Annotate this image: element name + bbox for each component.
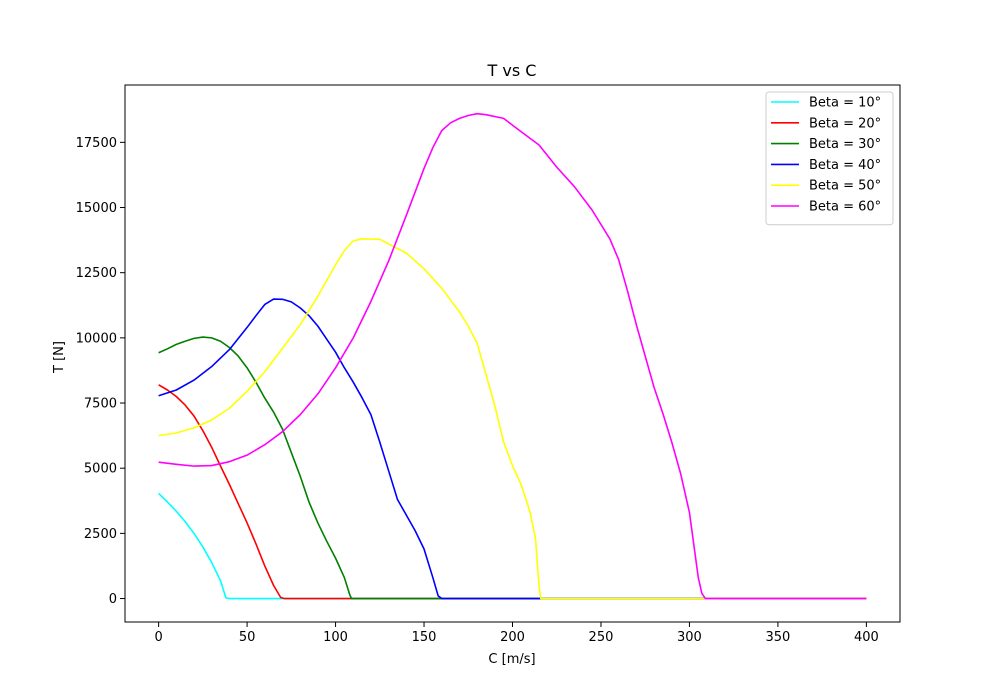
y-tick-label: 12500 (76, 266, 117, 281)
legend-entry-label: Beta = 50° (809, 179, 881, 194)
legend-entry-label: Beta = 60° (809, 200, 881, 215)
y-tick-label: 15000 (76, 201, 117, 216)
chart-title: T vs C (487, 61, 537, 80)
x-tick-label: 0 (154, 630, 162, 645)
series-line-beta-20 (158, 384, 867, 600)
x-tick-label: 300 (677, 630, 702, 645)
legend-box (765, 91, 894, 226)
y-tick-label: 5000 (84, 462, 117, 477)
x-axis: 0 50 100 150 200 250 300 350 400 (154, 622, 879, 645)
x-tick-label: 50 (239, 630, 256, 645)
series-lines (158, 112, 867, 600)
series-line-beta-30 (158, 336, 867, 600)
y-tick-label: 0 (109, 592, 117, 607)
x-tick-label: 350 (765, 630, 790, 645)
series-line-beta-60 (158, 112, 867, 600)
legend-entry-label: Beta = 30° (809, 137, 881, 152)
y-tick-label: 10000 (76, 331, 117, 346)
plot-frame (124, 84, 901, 623)
series-line-beta-50 (158, 238, 867, 600)
x-tick-label: 250 (589, 630, 614, 645)
legend-entry-label: Beta = 10° (809, 96, 881, 111)
x-tick-label: 200 (500, 630, 525, 645)
legend-entry-label: Beta = 40° (809, 158, 881, 173)
x-tick-label: 150 (412, 630, 437, 645)
y-tick-label: 17500 (76, 136, 117, 151)
series-line-beta-10 (158, 492, 867, 600)
series-line-beta-40 (158, 298, 867, 600)
y-tick-label: 2500 (84, 527, 117, 542)
x-tick-label: 100 (323, 630, 348, 645)
y-axis-label: T [N] (52, 341, 67, 374)
y-tick-label: 7500 (84, 397, 117, 412)
legend: Beta = 10° Beta = 20° Beta = 30° Beta = 40°… (765, 91, 894, 226)
y-axis: 0 2500 5000 7500 10000 12500 15000 17500 (76, 136, 125, 607)
x-tick-label: 400 (854, 630, 879, 645)
legend-entry-label: Beta = 20° (809, 116, 881, 131)
x-axis-label: C [m/s] (488, 652, 535, 667)
